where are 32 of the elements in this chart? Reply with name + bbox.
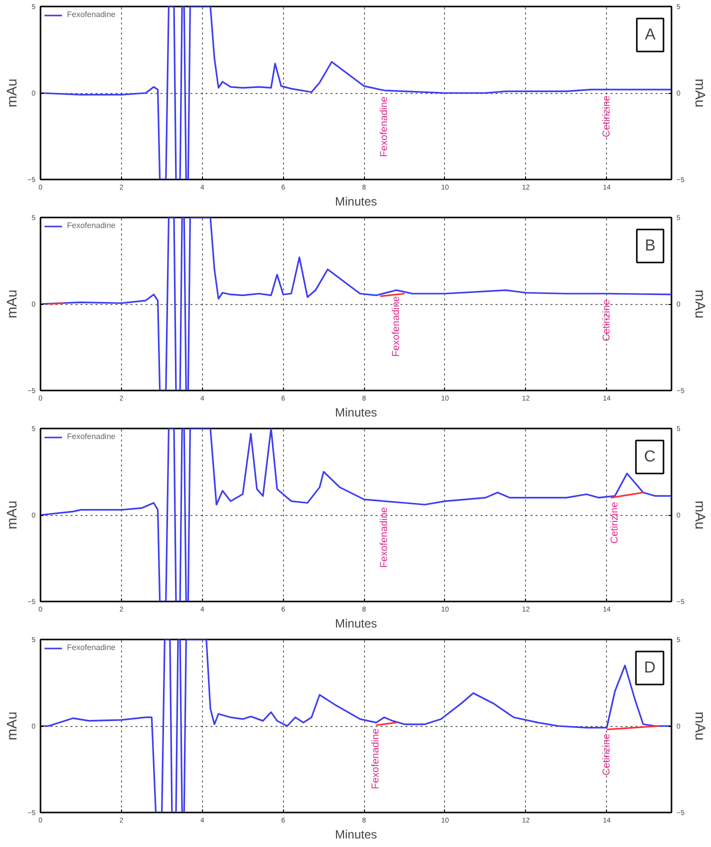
annotation: Fexofenadine: [378, 506, 390, 568]
y2-axis-title: mAu: [692, 712, 708, 740]
legend-label: Fexofenadine: [67, 643, 116, 652]
annotation: D: [644, 660, 656, 676]
x-axis-title: Minutes: [334, 616, 378, 630]
legend-label: Fexofenadine: [67, 221, 116, 230]
annotation: Cetirizine: [601, 299, 612, 342]
x-axis-title: Minutes: [334, 406, 378, 420]
annotation: B: [644, 238, 656, 254]
annotation: A: [644, 26, 656, 44]
y2-axis-title: mAu: [692, 500, 708, 530]
y-axis-title: mAu: [4, 712, 20, 740]
legend-label: Fexofenadine: [67, 10, 116, 19]
annotation: C: [644, 448, 656, 466]
y-axis-title: mAu: [4, 290, 20, 318]
annotation: Fexofenadine: [390, 296, 402, 357]
y2-axis-title: mAu: [692, 78, 708, 108]
line-series: [40, 218, 672, 390]
annotation: Fexofenadine: [378, 96, 390, 158]
x-axis-title: Minutes: [334, 828, 378, 842]
x-axis-title: Minutes: [334, 194, 378, 208]
y-axis-title: mAu: [4, 500, 20, 530]
legend-label: Fexofenadine: [67, 432, 116, 441]
line-series: [40, 640, 672, 812]
annotation: Fexofenadine: [370, 728, 382, 790]
annotation: Cetirizine: [609, 502, 620, 544]
line-series: [40, 428, 672, 602]
y-axis-title: mAu: [4, 78, 20, 108]
line-series: [40, 6, 672, 180]
annotation: Cetirizine: [601, 95, 612, 138]
y2-axis-title: mAu: [692, 290, 708, 318]
annotation: Cetirizine: [601, 733, 612, 776]
